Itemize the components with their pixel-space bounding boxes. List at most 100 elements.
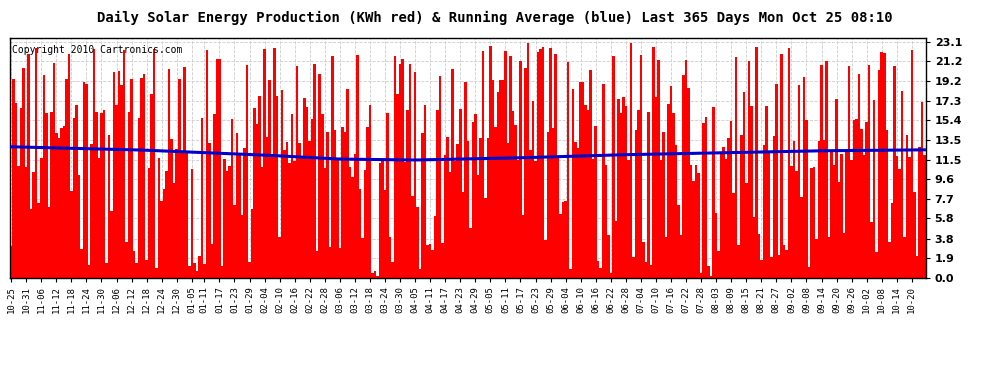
Bar bbox=[258, 96, 260, 278]
Bar bbox=[298, 143, 301, 278]
Bar bbox=[519, 61, 522, 278]
Bar bbox=[386, 112, 389, 278]
Bar bbox=[20, 108, 23, 278]
Bar bbox=[659, 160, 662, 278]
Bar bbox=[45, 113, 48, 278]
Bar bbox=[437, 110, 439, 278]
Bar bbox=[165, 171, 168, 278]
Bar bbox=[710, 276, 713, 278]
Bar bbox=[427, 245, 429, 278]
Bar bbox=[203, 264, 206, 278]
Bar bbox=[373, 271, 376, 278]
Bar bbox=[131, 80, 133, 278]
Bar bbox=[108, 135, 110, 278]
Bar bbox=[234, 205, 236, 278]
Bar bbox=[67, 54, 70, 278]
Bar bbox=[682, 75, 685, 278]
Bar bbox=[697, 173, 700, 278]
Bar bbox=[559, 214, 562, 278]
Bar bbox=[622, 97, 625, 278]
Bar bbox=[342, 127, 344, 278]
Bar bbox=[898, 169, 901, 278]
Bar bbox=[411, 196, 414, 278]
Bar bbox=[607, 236, 610, 278]
Bar bbox=[793, 141, 795, 278]
Bar bbox=[592, 159, 594, 278]
Bar bbox=[841, 154, 842, 278]
Bar bbox=[82, 82, 85, 278]
Bar bbox=[620, 113, 622, 278]
Bar bbox=[509, 56, 512, 278]
Bar bbox=[178, 79, 180, 278]
Bar bbox=[512, 111, 514, 278]
Bar bbox=[878, 70, 880, 278]
Bar bbox=[865, 122, 868, 278]
Bar bbox=[785, 250, 788, 278]
Bar bbox=[546, 132, 549, 278]
Bar bbox=[532, 101, 535, 278]
Bar bbox=[845, 150, 847, 278]
Bar bbox=[702, 123, 705, 278]
Bar bbox=[632, 257, 635, 278]
Bar bbox=[429, 244, 432, 278]
Bar bbox=[828, 237, 831, 278]
Bar bbox=[334, 130, 336, 278]
Bar bbox=[351, 177, 353, 278]
Bar bbox=[489, 46, 492, 278]
Bar bbox=[733, 194, 735, 278]
Bar bbox=[836, 99, 838, 278]
Bar bbox=[141, 78, 143, 278]
Bar bbox=[28, 54, 30, 278]
Bar bbox=[110, 211, 113, 278]
Bar bbox=[522, 215, 525, 278]
Bar bbox=[339, 248, 342, 278]
Bar bbox=[173, 183, 175, 278]
Bar bbox=[821, 65, 823, 278]
Bar bbox=[798, 85, 800, 278]
Bar bbox=[916, 256, 918, 278]
Bar bbox=[241, 215, 244, 278]
Bar bbox=[293, 161, 296, 278]
Bar bbox=[484, 198, 487, 278]
Bar bbox=[113, 72, 115, 278]
Bar bbox=[150, 94, 152, 278]
Bar bbox=[85, 84, 88, 278]
Bar bbox=[236, 133, 239, 278]
Bar bbox=[213, 114, 216, 278]
Bar bbox=[469, 228, 471, 278]
Bar bbox=[419, 269, 422, 278]
Bar bbox=[218, 58, 221, 278]
Bar bbox=[253, 108, 255, 278]
Bar bbox=[344, 132, 346, 278]
Bar bbox=[168, 69, 170, 278]
Bar bbox=[190, 170, 193, 278]
Bar bbox=[248, 262, 250, 278]
Bar bbox=[530, 150, 532, 278]
Bar bbox=[667, 104, 670, 278]
Bar bbox=[803, 77, 805, 278]
Bar bbox=[750, 106, 752, 278]
Bar bbox=[615, 221, 617, 278]
Bar bbox=[487, 138, 489, 278]
Bar bbox=[643, 242, 644, 278]
Bar bbox=[43, 75, 45, 278]
Bar bbox=[544, 240, 546, 278]
Bar bbox=[432, 250, 434, 278]
Bar bbox=[60, 128, 62, 278]
Bar bbox=[100, 113, 103, 278]
Bar bbox=[461, 192, 464, 278]
Bar bbox=[459, 109, 461, 278]
Bar bbox=[268, 80, 271, 278]
Bar bbox=[617, 99, 620, 278]
Bar bbox=[348, 167, 351, 278]
Bar bbox=[499, 80, 502, 278]
Bar bbox=[885, 130, 888, 278]
Bar bbox=[805, 120, 808, 278]
Bar bbox=[815, 239, 818, 278]
Bar bbox=[368, 105, 371, 278]
Bar bbox=[105, 264, 108, 278]
Bar bbox=[891, 203, 893, 278]
Bar bbox=[692, 181, 695, 278]
Bar bbox=[875, 252, 878, 278]
Bar bbox=[476, 175, 479, 278]
